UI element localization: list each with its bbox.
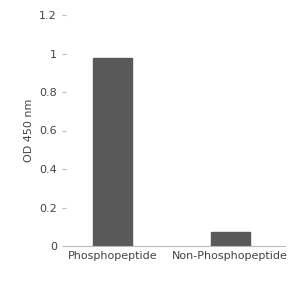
Y-axis label: OD 450 nm: OD 450 nm (24, 99, 34, 162)
Bar (93, 58, 133, 246)
Bar (211, 232, 250, 246)
